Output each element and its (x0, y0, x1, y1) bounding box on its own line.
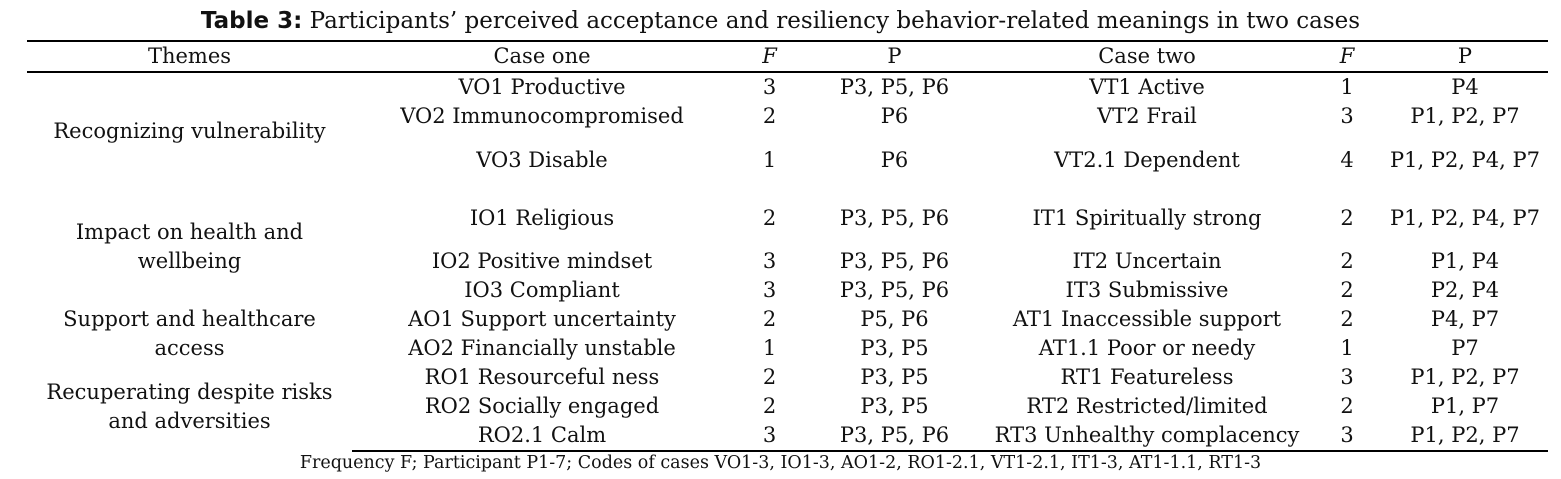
frequency-case-one: 2 (762, 307, 777, 331)
participants-case-one: P3, P5, P6 (839, 75, 950, 99)
frequency-case-two: 3 (1340, 365, 1354, 389)
frequency-case-two: 1 (1340, 75, 1354, 99)
case-two-code: AT1 Inaccessible support (1012, 307, 1282, 331)
participants-case-two: P1, P2, P7 (1410, 365, 1520, 389)
frequency-case-one: 3 (762, 278, 777, 302)
table-body: Recognizing vulnerability VO1 Productive 3… (27, 72, 1548, 452)
frequency-case-one: 3 (732, 421, 807, 452)
case-two-code: IT2 Uncertain (1072, 249, 1222, 273)
participants-case-one: P3, P5 (860, 394, 929, 418)
table-row: Recuperating despite risks and adversiti… (27, 363, 1548, 433)
participants-case-two: P1, P2, P7 (1410, 104, 1520, 128)
participants-case-two: P4, P7 (1430, 307, 1500, 331)
frequency-case-two: 2 (1340, 394, 1354, 418)
frequency-case-two: 1 (1340, 336, 1354, 360)
case-two-code: VT2 Frail (1097, 104, 1197, 128)
theme-cell: Recognizing vulnerability (53, 118, 326, 143)
case-one-code: VO1 Productive (458, 75, 626, 99)
caption-label: Table 3: (200, 8, 303, 34)
caption-text: Participants’ perceived acceptance and r… (302, 8, 1361, 34)
participants-case-two: P1, P2, P4, P7 (1389, 205, 1540, 230)
table-row: VO2 Immunocompromised 2 P6 VT2 Frail 3 P1, P2… (27, 102, 1548, 131)
frequency-case-two: 3 (1312, 421, 1382, 452)
participants-case-two: P1, P2, P4, P7 (1389, 147, 1540, 172)
table-row: AO2 Financially unstable 1 P3, P5 AT1.1 Poo… (27, 334, 1548, 363)
table-row: IO2 Positive mindset 3 P3, P5, P6 IT2 Uncer… (27, 247, 1548, 276)
frequency-case-two: 3 (1340, 104, 1354, 128)
theme-cell: Recuperating despite risks and adversiti… (46, 380, 333, 433)
case-two-code: RT3 Unhealthy complacency (982, 421, 1312, 452)
table-caption: Table 3: Participants’ perceived accepta… (0, 6, 1561, 36)
results-table: Themes Case one F P Case two F P Recogni… (27, 40, 1548, 452)
header-themes: Themes (27, 40, 352, 73)
frequency-case-one: 2 (762, 365, 777, 389)
table-row: RO2.1 Calm 3 P3, P5, P6 RT3 Unhealthy compl… (27, 421, 1548, 452)
table-row: Support and healthcare access AO1 Support… (27, 305, 1548, 360)
case-one-code: RO2.1 Calm (352, 421, 732, 452)
case-one-code: AO2 Financially unstable (408, 336, 676, 360)
frequency-case-two: 2 (1340, 278, 1354, 302)
frequency-case-one: 1 (762, 336, 777, 360)
header-row: Themes Case one F P Case two F P (27, 40, 1548, 73)
case-one-code: RO1 Resourceful ness (424, 365, 660, 389)
header-participants-case-one: P (807, 40, 982, 73)
case-two-code: VT2.1 Dependent (1054, 147, 1240, 172)
frequency-case-one: 2 (762, 394, 777, 418)
case-one-code: AO1 Support uncertainty (408, 307, 676, 331)
case-two-code: AT1.1 Poor or needy (1038, 336, 1256, 360)
case-one-code: RO2 Socially engaged (424, 394, 660, 418)
header-case-one: Case one (352, 40, 732, 73)
participants-case-one: P3, P5, P6 (839, 205, 950, 230)
frequency-case-one: 3 (762, 75, 777, 99)
case-two-code: IT3 Submissive (1065, 278, 1229, 302)
case-two-code: RT1 Featureless (1060, 365, 1234, 389)
participants-case-two: P2, P4 (1430, 278, 1500, 302)
participants-case-two: P1, P7 (1430, 394, 1500, 418)
participants-case-one: P3, P5 (860, 336, 929, 360)
case-one-code: IO2 Positive mindset (431, 249, 653, 273)
table-row: VO3 Disable 1 P6 VT2.1 Dependent 4 P1, P2, P4… (27, 131, 1548, 189)
table-row: Impact on health and wellbeing IO1 Religi… (27, 189, 1548, 274)
participants-case-two: P1, P2, P7 (1382, 421, 1548, 452)
frequency-case-one: 1 (762, 147, 777, 172)
header-frequency-case-one: F (732, 40, 807, 73)
participants-case-one: P3, P5, P6 (807, 421, 982, 452)
table-row: RO2 Socially engaged 2 P3, P5 RT2 Restricte… (27, 392, 1548, 421)
case-two-code: IT1 Spiritually strong (1032, 205, 1262, 230)
participants-case-one: P3, P5 (860, 365, 929, 389)
case-one-code: IO3 Compliant (464, 278, 620, 302)
case-two-code: RT2 Restricted/limited (1026, 394, 1268, 418)
case-one-code: IO1 Religious (469, 205, 615, 230)
frequency-case-two: 2 (1340, 249, 1354, 273)
table-row: Recognizing vulnerability VO1 Productive 3… (27, 72, 1548, 143)
participants-case-one: P5, P6 (860, 307, 929, 331)
header-participants-case-two: P (1382, 40, 1548, 73)
frequency-case-two: 4 (1340, 147, 1354, 172)
participants-case-two: P7 (1451, 336, 1479, 360)
table-row: IO3 Compliant 3 P3, P5, P6 IT3 Submissive 2 P… (27, 276, 1548, 305)
participants-case-one: P6 (880, 147, 909, 172)
theme-cell: Impact on health and wellbeing (75, 220, 304, 273)
frequency-case-two: 2 (1340, 307, 1354, 331)
case-one-code: VO2 Immunocompromised (400, 104, 684, 128)
participants-case-one: P6 (880, 104, 909, 128)
participants-case-one: P3, P5, P6 (839, 249, 950, 273)
case-one-code: VO3 Disable (476, 147, 608, 172)
participants-case-two: P4 (1451, 75, 1479, 99)
frequency-case-one: 3 (762, 249, 777, 273)
frequency-case-one: 2 (762, 205, 777, 230)
participants-case-one: P3, P5, P6 (839, 278, 950, 302)
theme-cell: Support and healthcare access (63, 307, 316, 360)
case-two-code: VT1 Active (1089, 75, 1205, 99)
table-footnote: Frequency F; Participant P1-7; Codes of … (299, 453, 1262, 473)
frequency-case-two: 2 (1340, 205, 1354, 230)
frequency-case-one: 2 (762, 104, 777, 128)
header-frequency-case-two: F (1312, 40, 1382, 73)
header-case-two: Case two (982, 40, 1312, 73)
participants-case-two: P1, P4 (1430, 249, 1500, 273)
